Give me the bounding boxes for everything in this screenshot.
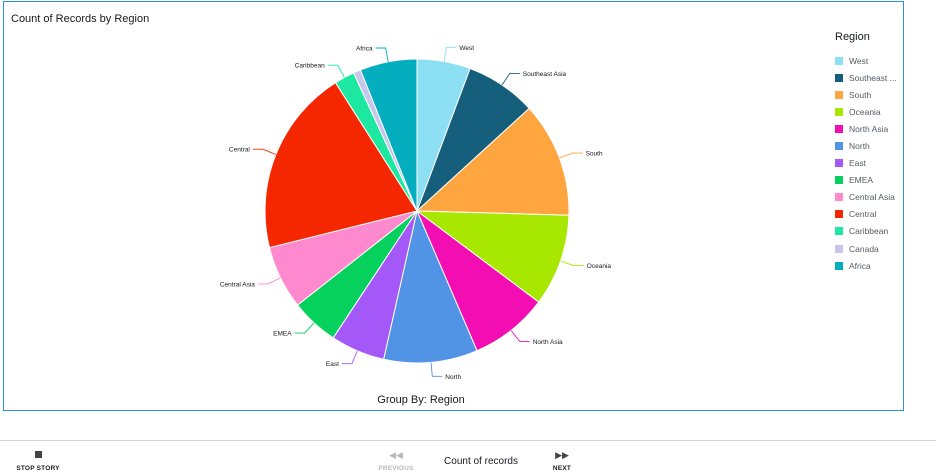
next-label: NEXT: [552, 465, 572, 472]
legend-label: North: [849, 141, 870, 152]
legend-item-north-asia[interactable]: North Asia: [835, 120, 897, 137]
story-controls: STOP STORY ◀◀ PREVIOUS Count of records …: [0, 440, 936, 476]
slice-label-africa: Africa: [356, 46, 373, 53]
leader-line-west: [443, 47, 457, 62]
pie-chart[interactable]: West Southeast Asia South Oceania North Asia…: [4, 2, 838, 412]
next-button[interactable]: ▶▶ NEXT: [546, 450, 578, 472]
legend-item-north[interactable]: North: [835, 137, 897, 154]
legend-item-canada[interactable]: Canada: [835, 240, 897, 257]
legend-swatch: [835, 227, 843, 236]
legend-swatch: [835, 90, 843, 99]
legend-item-south[interactable]: South: [835, 86, 897, 103]
legend-label: EMEA: [849, 175, 874, 186]
stop-icon: [34, 451, 42, 458]
legend-label: West: [849, 55, 869, 66]
leader-line-central-asia: [257, 277, 281, 285]
stop-story-label: STOP STORY: [16, 465, 60, 472]
legend-swatch: [835, 124, 843, 133]
story-title: Count of records: [444, 456, 518, 467]
legend-label: Southeast ...: [849, 72, 897, 83]
fast-forward-icon: ▶▶: [555, 450, 569, 460]
pie-slice-north[interactable]: [383, 209, 478, 364]
legend-label: Central: [849, 209, 877, 220]
slice-label-oceania: Oceania: [587, 263, 612, 270]
legend-label: Central Asia: [849, 192, 895, 203]
legend-swatch: [835, 107, 843, 116]
legend-label: North Asia: [849, 123, 889, 134]
leader-line-south: [559, 152, 583, 159]
legend-title: Region: [835, 31, 870, 43]
leader-line-north-asia: [510, 330, 530, 342]
legend-item-east[interactable]: East: [835, 155, 897, 172]
chart-visual[interactable]: Count of Records by Region West Southeast…: [3, 1, 904, 411]
leader-line-east: [341, 350, 358, 365]
legend-swatch: [835, 193, 843, 202]
legend-swatch: [835, 73, 843, 82]
legend-item-africa[interactable]: Africa: [835, 257, 897, 274]
legend-swatch: [835, 244, 843, 253]
chart-title: Count of Records by Region: [11, 13, 150, 25]
legend-swatch: [835, 210, 843, 219]
slice-label-central: Central: [229, 147, 251, 154]
legend-label: East: [849, 158, 867, 169]
legend-label: Caribbean: [849, 226, 889, 237]
legend-item-caribbean[interactable]: Caribbean: [835, 223, 897, 240]
legend-item-southeast-asia[interactable]: Southeast ...: [835, 69, 897, 86]
legend-swatch: [835, 261, 843, 270]
leader-line-emea: [294, 322, 315, 334]
slice-label-south: South: [586, 151, 603, 158]
previous-button[interactable]: ◀◀ PREVIOUS: [372, 450, 420, 472]
slice-label-central-asia: Central Asia: [220, 281, 255, 288]
stop-story-button[interactable]: STOP STORY: [10, 450, 66, 472]
legend-items: West Southeast ... South Oceania North Asia N…: [835, 52, 897, 274]
slice-label-north: North: [445, 374, 461, 381]
slice-label-west: West: [459, 45, 474, 52]
legend-label: Africa: [849, 260, 871, 271]
legend-item-central[interactable]: Central: [835, 206, 897, 223]
legend-label: Oceania: [849, 106, 881, 117]
legend-swatch: [835, 56, 843, 65]
legend-item-central-asia[interactable]: Central Asia: [835, 189, 897, 206]
legend-swatch: [835, 159, 843, 168]
pie-slice-central[interactable]: [264, 81, 418, 249]
legend-label: Canada: [849, 243, 879, 254]
legend-swatch: [835, 142, 843, 151]
rewind-icon: ◀◀: [389, 450, 403, 460]
slice-label-caribbean: Caribbean: [295, 63, 325, 70]
slice-label-southeast-asia: Southeast Asia: [523, 71, 567, 78]
leader-line-central: [252, 148, 277, 155]
leader-line-caribbean: [327, 64, 345, 78]
previous-label: PREVIOUS: [378, 465, 414, 472]
leader-line-oceania: [560, 260, 584, 267]
legend-label: South: [849, 89, 872, 100]
leader-line-north: [430, 362, 443, 377]
group-by-label: Group By: Region: [377, 394, 465, 406]
slice-label-east: East: [326, 361, 339, 368]
legend-item-oceania[interactable]: Oceania: [835, 103, 897, 120]
legend: Region West Southeast ... South Oceania Nort…: [835, 31, 897, 274]
leader-line-southeast-asia: [501, 72, 520, 86]
legend-swatch: [835, 176, 843, 185]
leader-line-africa: [375, 47, 389, 62]
legend-item-emea[interactable]: EMEA: [835, 172, 897, 189]
legend-item-west[interactable]: West: [835, 52, 897, 69]
slice-label-north-asia: North Asia: [533, 339, 563, 346]
slice-label-emea: EMEA: [273, 331, 292, 338]
